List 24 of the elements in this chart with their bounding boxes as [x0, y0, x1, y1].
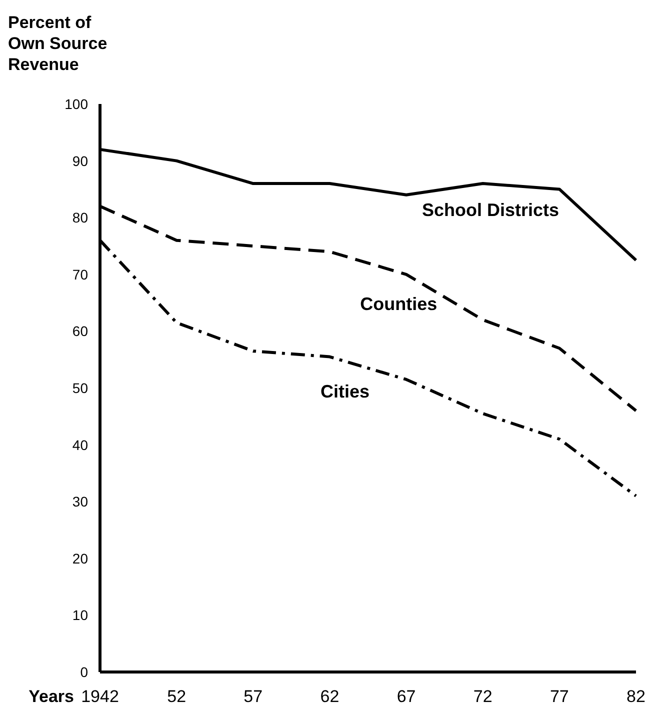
y-tick-label: 40: [72, 436, 88, 453]
y-tick-label: 80: [72, 210, 88, 226]
x-tick-label: 62: [320, 687, 340, 706]
y-tick-label: 30: [72, 494, 88, 510]
series-label: Counties: [360, 294, 438, 314]
x-tick-label: 57: [244, 687, 263, 706]
y-tick-label: 0: [80, 664, 88, 680]
y-tick-label: 60: [72, 323, 88, 340]
x-tick-label: 77: [550, 687, 569, 706]
x-axis-title: Years: [28, 687, 74, 706]
y-tick-label: 50: [72, 380, 88, 396]
x-tick-label: 82: [626, 687, 646, 706]
y-tick-label: 20: [72, 550, 88, 566]
x-tick-label: 52: [167, 687, 186, 706]
series-label: School Districts: [422, 200, 560, 220]
x-tick-label: 67: [396, 687, 416, 706]
series-label: Cities: [320, 381, 370, 402]
y-tick-label: 90: [72, 152, 88, 169]
x-tick-label: 1942: [81, 687, 119, 706]
y-tick-label: 10: [72, 607, 88, 624]
y-axis-title: Percent of Own Source Revenue: [8, 13, 108, 74]
y-tick-label: 70: [72, 266, 88, 282]
x-tick-label: 72: [473, 687, 492, 706]
y-tick-label: 100: [64, 96, 88, 112]
